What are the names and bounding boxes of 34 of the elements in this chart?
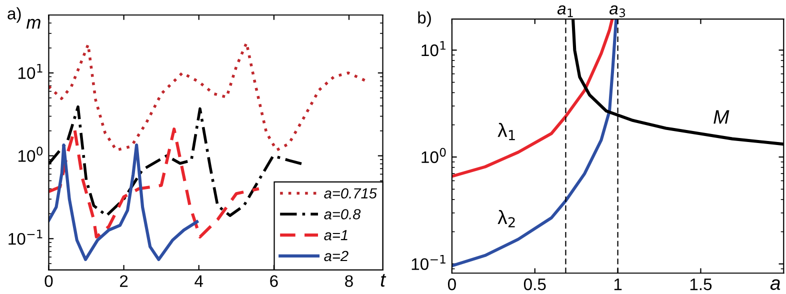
x-tick-label: 0 (44, 275, 53, 287)
series-label: λ$_{1}$ (498, 122, 515, 140)
line-series (452, 19, 618, 268)
legend-label: a=0.715 (324, 188, 377, 199)
line-series (48, 42, 367, 152)
y-tick-label: 10$^{0}$ (18, 146, 43, 162)
chart-title: b) (418, 11, 431, 27)
x-tick-label: 0.5 (524, 278, 546, 290)
series-label: λ$_{2}$ (498, 210, 515, 228)
y-tick-label: 10$^{0}$ (422, 148, 446, 164)
legend-label: a=1 (324, 230, 348, 240)
x-tick-label: 1 (614, 278, 622, 290)
legend-label: a=2 (324, 250, 348, 262)
ref-line-label: a$_{1}$ (557, 5, 573, 18)
x-tick-label: 0 (448, 278, 456, 290)
x-tick-label: 8 (345, 275, 353, 287)
line-series (48, 128, 260, 238)
x-axis-title: t (380, 274, 386, 287)
y-tick-label: 10$^{−1}$ (8, 230, 42, 245)
chart-title: a) (8, 7, 21, 23)
x-tick-label: 2 (120, 275, 128, 287)
x-tick-label: 1.5 (690, 278, 712, 290)
x-axis-title: a (770, 279, 780, 290)
x-tick-label: 6 (270, 275, 278, 287)
x-tick-label: 4 (194, 275, 204, 287)
y-tick-label: 10$^{1}$ (422, 41, 446, 56)
y-axis-title: m (26, 18, 40, 29)
ref-line-label: a$_{3}$ (610, 5, 626, 18)
series-label: M (714, 110, 730, 124)
line-series (452, 19, 614, 178)
line-series (48, 143, 199, 262)
y-tick-label: 10$^{1}$ (18, 64, 42, 80)
legend-label: a=0.8 (324, 209, 361, 220)
y-tick-label: 10$^{−1}$ (412, 254, 446, 270)
